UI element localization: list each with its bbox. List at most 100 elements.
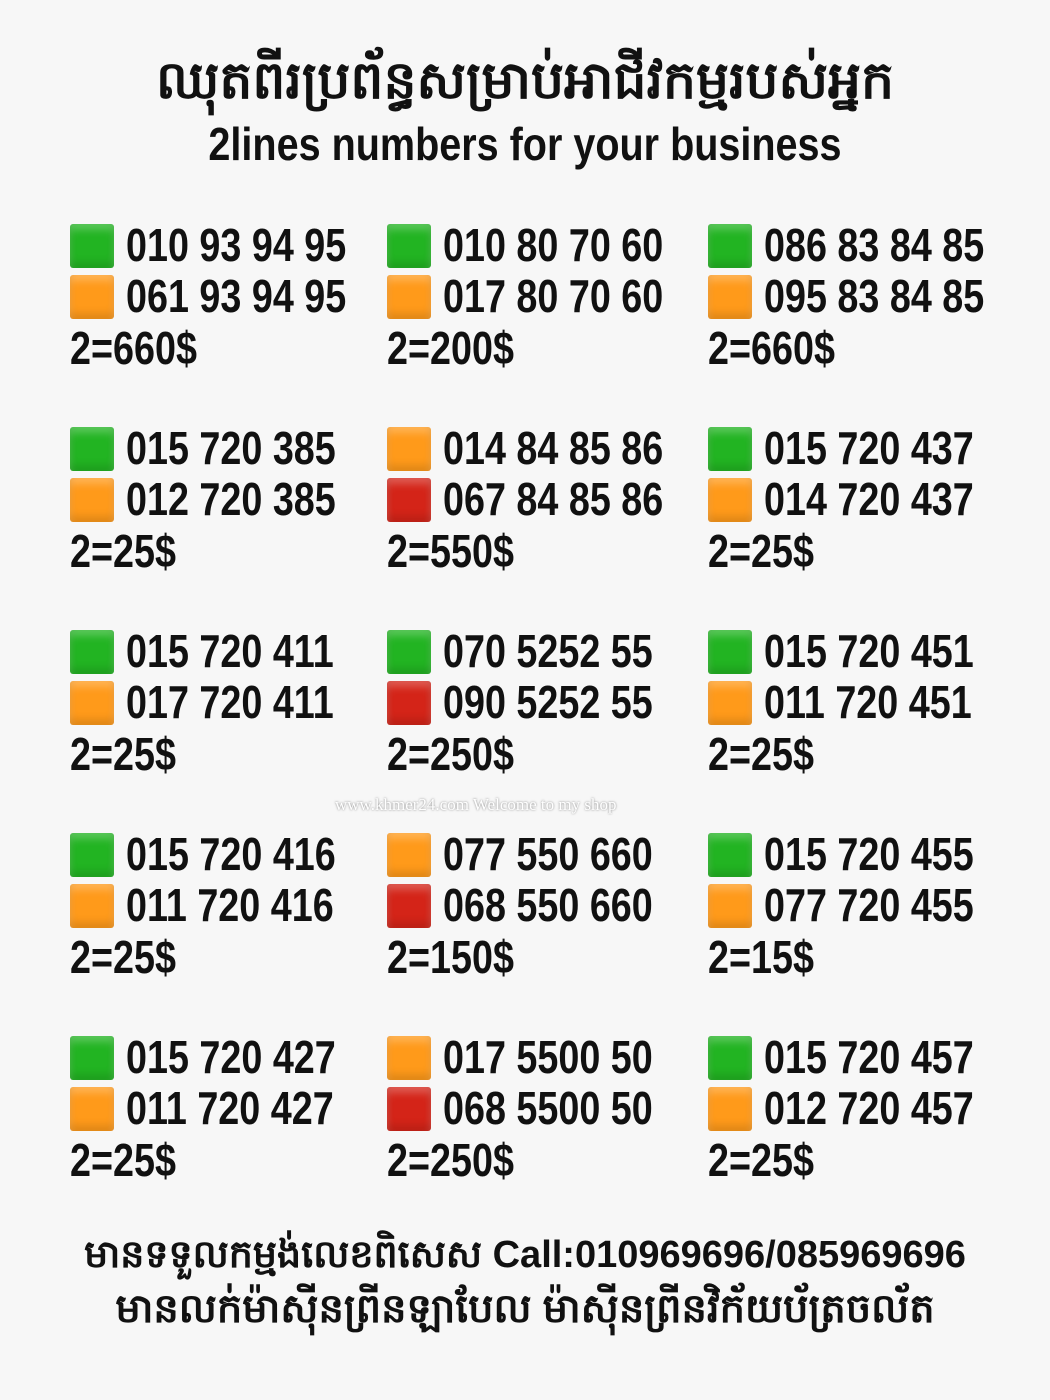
green-square-icon bbox=[70, 832, 114, 877]
phone-number: 015 720 457 bbox=[764, 1031, 974, 1083]
price: 2=660$ bbox=[708, 322, 835, 374]
price: 2=25$ bbox=[708, 1134, 814, 1186]
phone-number: 014 84 85 86 bbox=[443, 422, 664, 474]
phone-number: 067 84 85 86 bbox=[443, 473, 664, 525]
footer-contact: មានទទួលកម្មង់លេខពិសេស Call:010969696/085… bbox=[84, 1234, 966, 1276]
number-line: 090 5252 55 bbox=[387, 677, 697, 728]
number-line: 011 720 451 bbox=[708, 677, 1018, 728]
price: 2=25$ bbox=[708, 525, 814, 577]
number-line: 061 93 94 95 bbox=[70, 271, 380, 322]
number-line: 012 720 385 bbox=[70, 474, 380, 525]
phone-number: 068 5500 50 bbox=[443, 1082, 653, 1134]
green-square-icon bbox=[70, 426, 114, 471]
red-square-icon bbox=[387, 1086, 431, 1131]
phone-number: 090 5252 55 bbox=[443, 676, 653, 728]
green-square-icon bbox=[708, 832, 752, 877]
number-line: 014 84 85 86 bbox=[387, 423, 697, 474]
price: 2=25$ bbox=[70, 525, 176, 577]
phone-number: 077 550 660 bbox=[443, 828, 653, 880]
orange-square-icon bbox=[70, 883, 114, 928]
green-square-icon bbox=[708, 426, 752, 471]
phone-number: 015 720 385 bbox=[126, 422, 336, 474]
number-line: 010 93 94 95 bbox=[70, 220, 380, 271]
orange-square-icon bbox=[708, 680, 752, 725]
price: 2=250$ bbox=[387, 1134, 514, 1186]
phone-number: 061 93 94 95 bbox=[126, 270, 347, 322]
offer-block: 014 84 85 86 067 84 85 86 2=550$ bbox=[387, 423, 697, 577]
offer-block: 015 720 427 011 720 427 2=25$ bbox=[70, 1032, 380, 1186]
phone-number: 012 720 457 bbox=[764, 1082, 974, 1134]
phone-number: 010 93 94 95 bbox=[126, 219, 347, 271]
price: 2=15$ bbox=[708, 931, 814, 983]
price: 2=25$ bbox=[708, 728, 814, 780]
number-line: 017 5500 50 bbox=[387, 1032, 697, 1083]
phone-number: 012 720 385 bbox=[126, 473, 336, 525]
number-line: 015 720 451 bbox=[708, 626, 1018, 677]
number-line: 017 720 411 bbox=[70, 677, 380, 728]
phone-number: 011 720 427 bbox=[126, 1082, 334, 1134]
number-line: 015 720 457 bbox=[708, 1032, 1018, 1083]
red-square-icon bbox=[387, 680, 431, 725]
number-line: 067 84 85 86 bbox=[387, 474, 697, 525]
title-khmer: ឈុតពីរប្រព័ន្ធសម្រាប់អាជីវកម្មរបស់អ្នក bbox=[155, 52, 895, 110]
price: 2=25$ bbox=[70, 728, 176, 780]
price: 2=200$ bbox=[387, 322, 514, 374]
green-square-icon bbox=[708, 629, 752, 674]
title-english: 2lines numbers for your business bbox=[208, 118, 842, 170]
red-square-icon bbox=[387, 883, 431, 928]
number-line: 086 83 84 85 bbox=[708, 220, 1018, 271]
offer-block: 010 80 70 60 017 80 70 60 2=200$ bbox=[387, 220, 697, 374]
orange-square-icon bbox=[708, 883, 752, 928]
offer-block: 015 720 416 011 720 416 2=25$ bbox=[70, 829, 380, 983]
phone-number: 015 720 437 bbox=[764, 422, 974, 474]
green-square-icon bbox=[387, 629, 431, 674]
offer-block: 077 550 660 068 550 660 2=150$ bbox=[387, 829, 697, 983]
red-square-icon bbox=[387, 477, 431, 522]
orange-square-icon bbox=[387, 426, 431, 471]
green-square-icon bbox=[708, 223, 752, 268]
number-line: 070 5252 55 bbox=[387, 626, 697, 677]
number-line: 011 720 427 bbox=[70, 1083, 380, 1134]
phone-number: 086 83 84 85 bbox=[764, 219, 985, 271]
phone-number: 010 80 70 60 bbox=[443, 219, 664, 271]
number-line: 015 720 385 bbox=[70, 423, 380, 474]
phone-number: 011 720 416 bbox=[126, 879, 334, 931]
orange-square-icon bbox=[387, 832, 431, 877]
phone-number: 017 720 411 bbox=[126, 676, 334, 728]
green-square-icon bbox=[70, 1035, 114, 1080]
number-line: 012 720 457 bbox=[708, 1083, 1018, 1134]
price: 2=25$ bbox=[70, 931, 176, 983]
green-square-icon bbox=[708, 1035, 752, 1080]
number-line: 015 720 411 bbox=[70, 626, 380, 677]
price: 2=25$ bbox=[70, 1134, 176, 1186]
offer-block: 015 720 455 077 720 455 2=15$ bbox=[708, 829, 1018, 983]
phone-number: 015 720 455 bbox=[764, 828, 974, 880]
offer-block: 015 720 411 017 720 411 2=25$ bbox=[70, 626, 380, 780]
offer-block: 017 5500 50 068 5500 50 2=250$ bbox=[387, 1032, 697, 1186]
price: 2=150$ bbox=[387, 931, 514, 983]
phone-number: 070 5252 55 bbox=[443, 625, 653, 677]
phone-number: 015 720 451 bbox=[764, 625, 974, 677]
number-line: 015 720 437 bbox=[708, 423, 1018, 474]
orange-square-icon bbox=[387, 1035, 431, 1080]
phone-number: 015 720 416 bbox=[126, 828, 336, 880]
watermark: www.khmer24.com Welcome to my shop bbox=[335, 795, 617, 814]
green-square-icon bbox=[70, 629, 114, 674]
phone-number: 011 720 451 bbox=[764, 676, 972, 728]
offer-block: 015 720 437 014 720 437 2=25$ bbox=[708, 423, 1018, 577]
offer-block: 015 720 451 011 720 451 2=25$ bbox=[708, 626, 1018, 780]
number-line: 015 720 427 bbox=[70, 1032, 380, 1083]
offer-block: 010 93 94 95 061 93 94 95 2=660$ bbox=[70, 220, 380, 374]
phone-number: 015 720 427 bbox=[126, 1031, 336, 1083]
number-line: 077 720 455 bbox=[708, 880, 1018, 931]
offer-block: 070 5252 55 090 5252 55 2=250$ bbox=[387, 626, 697, 780]
phone-number: 014 720 437 bbox=[764, 473, 974, 525]
phone-number: 095 83 84 85 bbox=[764, 270, 985, 322]
phone-number: 068 550 660 bbox=[443, 879, 653, 931]
green-square-icon bbox=[387, 223, 431, 268]
number-line: 014 720 437 bbox=[708, 474, 1018, 525]
phone-number: 077 720 455 bbox=[764, 879, 974, 931]
number-line: 068 550 660 bbox=[387, 880, 697, 931]
orange-square-icon bbox=[70, 274, 114, 319]
offer-block: 015 720 385 012 720 385 2=25$ bbox=[70, 423, 380, 577]
